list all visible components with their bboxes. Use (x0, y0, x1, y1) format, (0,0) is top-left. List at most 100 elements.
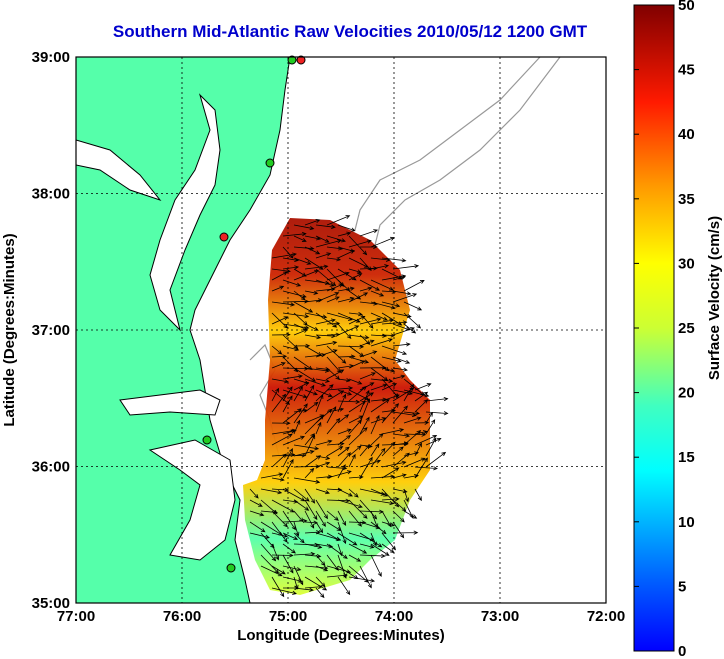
velocity-arrow (304, 401, 319, 413)
velocity-arrow (359, 350, 378, 358)
velocity-arrow (271, 421, 291, 426)
velocity-arrow (326, 215, 351, 226)
velocity-arrow (348, 386, 367, 402)
velocity-arrow (249, 488, 259, 499)
velocity-arrow (304, 290, 319, 295)
velocity-arrow (326, 532, 341, 541)
velocity-arrow (359, 389, 370, 413)
colorbar-tick-label: 0 (678, 643, 686, 659)
velocity-arrow (293, 532, 305, 544)
velocity-arrow (337, 399, 361, 404)
velocity-arrow (381, 301, 401, 308)
velocity-arrow (315, 499, 328, 520)
velocity-arrow (348, 488, 359, 498)
velocity-arrow (315, 292, 340, 303)
velocity-arrow (293, 301, 314, 313)
velocity-arrow (359, 565, 372, 589)
velocity-arrow (249, 499, 263, 507)
velocity-arrow (370, 279, 394, 291)
velocity-arrow (425, 437, 437, 457)
colorbar-tick-label: 35 (678, 191, 695, 208)
velocity-arrow (271, 271, 288, 281)
velocity-arrow (293, 269, 319, 281)
y-tick-label: 35:00 (32, 595, 70, 612)
velocity-arrow (304, 467, 315, 479)
velocity-arrow (425, 411, 433, 424)
velocity-arrow (271, 316, 289, 325)
velocity-arrow (315, 554, 326, 567)
velocity-arrow (304, 384, 315, 402)
velocity-arrow (425, 419, 436, 435)
velocity-arrow (359, 312, 374, 329)
velocity-arrow (282, 435, 305, 446)
velocity-arrow (271, 565, 286, 575)
velocity-arrow (359, 229, 379, 237)
velocity-arrow (348, 360, 366, 369)
velocity-arrow (260, 488, 283, 495)
x-tick-label: 75:00 (269, 608, 307, 625)
velocity-arrow (315, 224, 336, 229)
velocity-arrow (260, 472, 284, 479)
velocity-arrow (337, 499, 363, 509)
velocity-arrow (271, 433, 293, 446)
velocity-arrow (392, 356, 411, 364)
velocity-arrow (282, 231, 307, 237)
velocity-arrow (315, 279, 335, 287)
station-marker (226, 563, 236, 573)
velocity-arrow (370, 378, 394, 383)
velocity-arrow (359, 416, 370, 435)
velocity-arrow (271, 510, 288, 528)
colorbar-tick-label: 5 (678, 578, 686, 595)
velocity-arrow (326, 296, 340, 303)
colorbar-tick-label: 25 (678, 320, 695, 337)
albemarle-sound (119, 389, 221, 416)
velocity-arrow (370, 414, 380, 435)
velocity-arrow (337, 510, 347, 526)
velocity-arrow (293, 510, 304, 523)
velocity-arrow (271, 576, 285, 598)
velocity-arrow (293, 224, 315, 231)
colorbar-tick-label: 20 (678, 385, 695, 402)
velocity-arrow (348, 499, 368, 519)
velocity-arrow (348, 268, 362, 274)
velocity-arrow (326, 321, 341, 326)
bathymetry-contour (374, 57, 561, 246)
colorbar (633, 4, 675, 652)
velocity-arrow (348, 315, 366, 325)
velocity-arrow (315, 510, 326, 527)
velocity-arrow (337, 446, 350, 457)
velocity-arrow (271, 477, 285, 482)
colorbar-label: Surface Velocity (cm/s) (706, 216, 723, 380)
velocity-arrow (392, 473, 407, 479)
velocity-arrow (271, 268, 291, 274)
velocity-arrow (348, 345, 365, 357)
velocity-arrow (359, 286, 373, 292)
velocity-arrow (315, 252, 332, 259)
velocity-arrow (293, 477, 321, 484)
velocity-arrow (271, 499, 295, 513)
velocity-arrow (403, 301, 423, 311)
velocity-arrow (425, 411, 449, 416)
velocity-arrow (425, 451, 447, 468)
velocity-arrow (282, 532, 299, 540)
velocity-arrow (304, 264, 329, 270)
velocity-arrow (282, 386, 293, 402)
velocity-arrow (359, 459, 382, 468)
velocity-arrow (337, 296, 355, 303)
velocity-arrow (337, 576, 351, 596)
velocity-arrow (337, 434, 352, 446)
velocity-arrow (403, 312, 422, 329)
velocity-arrow (271, 521, 288, 543)
velocity-arrow (271, 553, 294, 558)
velocity-arrow (304, 246, 321, 255)
velocity-arrow (370, 312, 388, 321)
station-marker (219, 232, 229, 242)
velocity-arrow (293, 403, 308, 424)
velocity-arrow (304, 434, 316, 457)
velocity-arrow (315, 421, 322, 435)
velocity-arrow (370, 290, 385, 297)
velocity-arrow (304, 565, 329, 570)
velocity-arrow (337, 428, 352, 435)
velocity-arrow (315, 543, 334, 549)
